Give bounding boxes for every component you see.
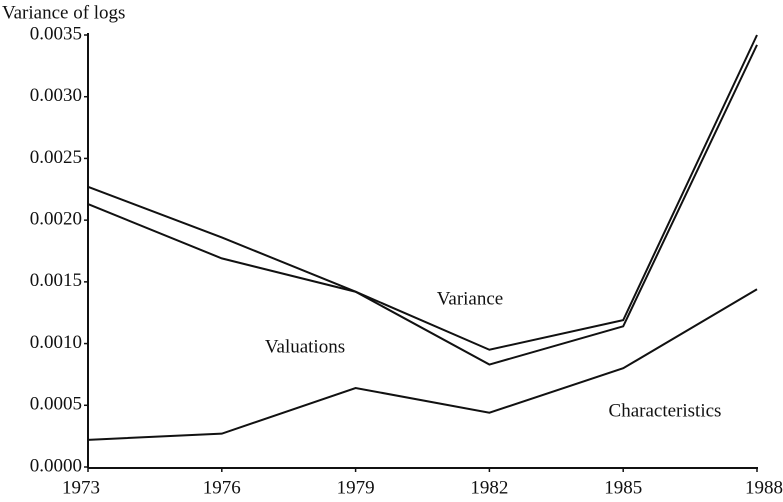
line-label: Characteristics	[609, 400, 722, 421]
x-tick-label: 1973	[62, 477, 100, 498]
series-line	[87, 34, 758, 351]
series-line	[87, 44, 758, 366]
y-tick-label: 0.0030	[30, 85, 82, 106]
y-tick-label: 0.0015	[30, 270, 82, 291]
line-label: Variance	[437, 288, 503, 309]
y-tick-label: 0.0000	[30, 455, 82, 476]
y-tick-label: 0.0010	[30, 332, 82, 353]
x-tick-label: 1979	[337, 477, 375, 498]
y-tick-label: 0.0020	[30, 209, 82, 230]
x-tick-label: 1988	[745, 477, 783, 498]
y-axis-title: Variance of logs	[2, 2, 125, 23]
y-tick-label: 0.0035	[30, 23, 82, 44]
x-tick-label: 1976	[203, 477, 241, 498]
y-tick-label: 0.0025	[30, 147, 82, 168]
series-line	[87, 288, 758, 441]
x-tick-label: 1982	[470, 477, 508, 498]
y-tick-label: 0.0005	[30, 394, 82, 415]
x-tick-label: 1985	[604, 477, 642, 498]
line-label: Valuations	[265, 336, 345, 357]
